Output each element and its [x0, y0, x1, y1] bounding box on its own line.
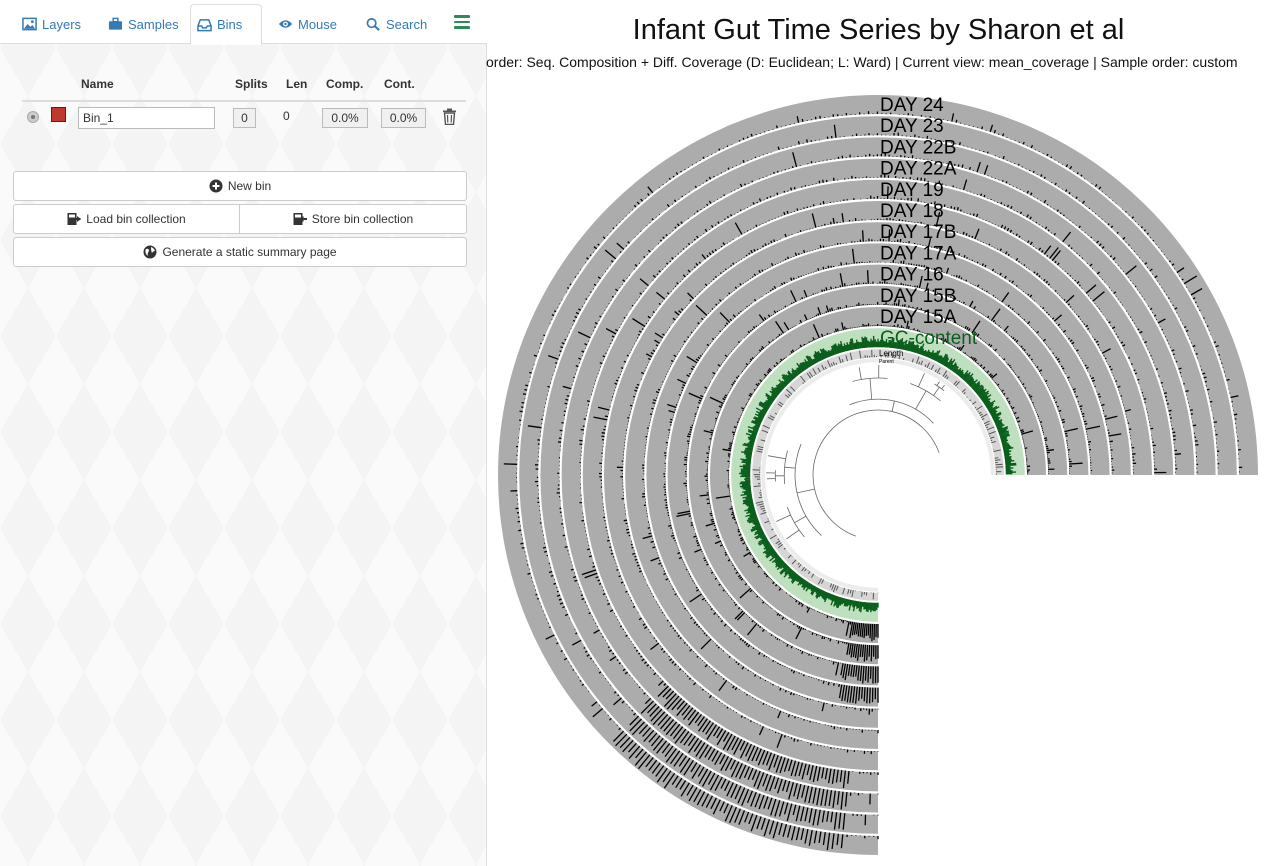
coverage-bars-day-24	[503, 111, 1243, 851]
tab-mouse[interactable]: Mouse	[272, 4, 343, 44]
coverage-bars-day-23	[527, 124, 1220, 830]
tab-bins-label: Bins	[217, 17, 243, 32]
col-cont: Cont.	[384, 77, 415, 91]
col-len: Len	[286, 77, 308, 91]
gc-content-label: GC-content	[880, 328, 978, 349]
coverage-bars-day-22a	[579, 174, 1181, 789]
globe-icon	[143, 245, 157, 259]
tab-bins[interactable]: Bins	[190, 4, 262, 45]
trash-icon[interactable]	[442, 108, 457, 125]
layer-label: DAY 23	[880, 116, 944, 137]
inbox-icon	[197, 18, 212, 31]
coverage-bars-day-17a	[663, 248, 1101, 704]
new-bin-label: New bin	[227, 179, 272, 193]
tab-bar: Layers Samples Bins Mouse Search	[0, 0, 487, 45]
coverage-bars-day-15b	[699, 299, 1055, 662]
layer-ring-day-22b	[540, 137, 1216, 813]
layer-label: DAY 22B	[880, 137, 956, 158]
search-icon	[366, 18, 380, 31]
display-subtitle: order: Seq. Composition + Diff. Coverage…	[486, 54, 1238, 70]
tab-search[interactable]: Search	[360, 4, 433, 44]
hamburger-menu-icon[interactable]	[454, 15, 470, 29]
coverage-bars-day-16	[676, 270, 1083, 684]
layer-ring-day-16	[667, 264, 1089, 686]
briefcase-icon	[108, 17, 123, 30]
generate-summary-button[interactable]: Generate a static summary page	[13, 237, 467, 267]
coverage-bars-day-19	[593, 186, 1167, 755]
store-bin-collection-button[interactable]: Store bin collection	[239, 204, 467, 234]
length-label: Length	[879, 349, 903, 358]
image-icon	[22, 17, 37, 31]
coverage-bars-day-17b	[641, 229, 1122, 715]
layer-label: DAY 22A	[880, 159, 957, 180]
coverage-bars-day-18	[616, 212, 1137, 734]
new-bin-button[interactable]: New bin	[13, 171, 467, 201]
parent-label: Parent	[879, 359, 894, 365]
bin-color-swatch[interactable]	[51, 107, 66, 122]
layer-label: DAY 17A	[880, 243, 957, 264]
bin-len: 0	[283, 109, 290, 123]
tab-samples[interactable]: Samples	[102, 4, 185, 44]
dendrogram	[766, 364, 945, 540]
layer-label: DAY 19	[880, 180, 944, 201]
length-bars	[752, 349, 1004, 600]
bin-name-input[interactable]	[78, 107, 215, 129]
store-icon	[293, 213, 307, 225]
coverage-bars-day-15a	[715, 320, 1034, 642]
tab-mouse-label: Mouse	[298, 16, 338, 32]
plus-circle-icon	[209, 179, 223, 193]
store-bin-collection-label: Store bin collection	[311, 212, 414, 226]
col-splits: Splits	[235, 77, 268, 91]
eye-icon	[278, 20, 293, 28]
bin-select-radio[interactable]	[27, 111, 39, 123]
layer-label: DAY 18	[880, 201, 944, 222]
tab-samples-label: Samples	[128, 16, 179, 32]
gc-content-bars	[739, 335, 1017, 613]
load-bin-collection-label: Load bin collection	[86, 212, 186, 226]
display-title: Infant Gut Time Series by Sharon et al	[632, 14, 1125, 46]
load-bin-collection-button[interactable]: Load bin collection	[13, 204, 240, 234]
layer-label: DAY 24	[880, 95, 944, 116]
generate-summary-label: Generate a static summary page	[162, 245, 337, 259]
layer-label: DAY 17B	[880, 222, 956, 243]
layer-label: DAY 15B	[880, 286, 956, 307]
bin-splits: 0	[233, 108, 256, 128]
tab-layers[interactable]: Layers	[16, 4, 87, 44]
header-divider	[22, 100, 466, 102]
load-icon	[67, 213, 82, 225]
bin-contamination: 0.0%	[381, 108, 426, 128]
side-panel: Layers Samples Bins Mouse Search Name Sp…	[0, 0, 487, 866]
tab-search-label: Search	[386, 16, 428, 32]
tab-layers-label: Layers	[42, 16, 82, 32]
col-comp: Comp.	[326, 77, 364, 91]
col-name: Name	[81, 77, 114, 91]
layer-label: DAY 15A	[880, 307, 957, 328]
layer-label: DAY 16	[880, 265, 944, 286]
coverage-bars-day-22b	[556, 152, 1199, 810]
bin-completion: 0.0%	[322, 108, 368, 128]
